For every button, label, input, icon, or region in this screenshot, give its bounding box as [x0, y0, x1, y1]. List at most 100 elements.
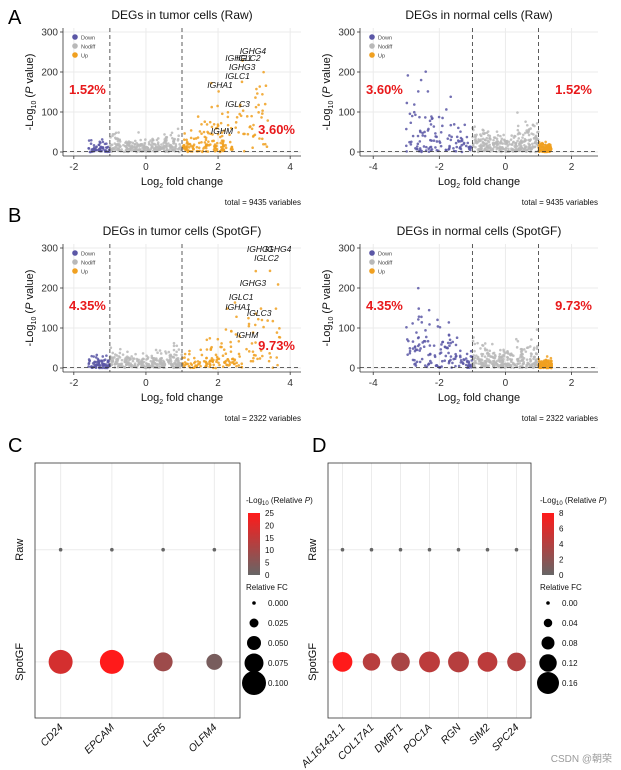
scatter-point: [500, 146, 504, 150]
scatter-point: [527, 362, 530, 366]
scatter-point: [419, 347, 422, 350]
scatter-point: [176, 359, 180, 362]
scatter-point: [246, 132, 250, 136]
panel-letter-a: A: [8, 7, 22, 29]
scatter-point: [183, 352, 187, 356]
scatter-point: [493, 356, 497, 360]
panel-letter-c: C: [8, 435, 22, 457]
scatter-point: [117, 144, 120, 147]
scatter-point: [230, 330, 233, 333]
scatter-point: [221, 144, 225, 148]
scatter-point: [428, 353, 432, 356]
scatter-point: [220, 148, 223, 152]
scatter-point: [212, 363, 215, 367]
scatter-point: [145, 150, 148, 153]
y-tick-label: 100: [41, 108, 58, 119]
scatter-point: [134, 352, 137, 356]
scatter-point: [235, 361, 238, 365]
dot-spotgf: [419, 651, 440, 673]
scatter-point: [536, 130, 540, 134]
color-tick-label: 10: [265, 546, 274, 555]
scatter-point: [192, 143, 196, 146]
color-tick-label: 0: [265, 571, 270, 580]
scatter-point: [240, 80, 244, 84]
scatter-point: [495, 145, 498, 149]
y-axis-label: -Log10 (P value): [321, 54, 335, 131]
scatter-point: [196, 115, 200, 118]
scatter-point: [250, 342, 254, 345]
scatter-point: [455, 145, 459, 149]
scatter-point: [518, 144, 521, 147]
scatter-point: [469, 349, 473, 353]
scatter-point: [411, 340, 415, 343]
color-tick-label: 6: [559, 525, 564, 534]
scatter-point: [222, 348, 226, 351]
scatter-point: [424, 329, 427, 332]
dot-raw: [212, 547, 217, 552]
scatter-point: [524, 138, 528, 142]
scatter-point: [456, 139, 460, 142]
scatter-point: [535, 137, 538, 141]
scatter-point: [175, 353, 178, 357]
dot-spotgf: [153, 652, 173, 672]
scatter-point: [222, 129, 226, 132]
scatter-point: [267, 359, 271, 363]
scatter-point: [530, 338, 533, 341]
scatter-point: [496, 143, 500, 146]
scatter-point: [178, 146, 181, 150]
scatter-point: [271, 319, 275, 323]
size-legend-dot: [249, 618, 259, 628]
scatter-point: [250, 127, 254, 131]
color-tick-label: 20: [265, 521, 274, 530]
scatter-point: [177, 361, 181, 364]
chart-title: DEGs in tumor cells (SpotGF): [103, 224, 262, 238]
scatter-point: [413, 349, 417, 353]
scatter-point: [443, 359, 447, 362]
scatter-point: [110, 143, 114, 147]
scatter-point: [416, 134, 420, 138]
dot-spotgf: [332, 652, 353, 672]
scatter-point: [452, 123, 456, 126]
scatter-point: [417, 318, 420, 321]
y-tick-label: 100: [338, 108, 355, 119]
scatter-point: [235, 315, 238, 319]
y-tick-label: 300: [41, 28, 58, 39]
scatter-point: [436, 325, 440, 328]
scatter-point: [435, 148, 439, 152]
scatter-point: [454, 364, 457, 368]
scatter-point: [524, 366, 528, 369]
scatter-point: [111, 351, 115, 355]
scatter-point: [203, 135, 207, 139]
scatter-point: [546, 365, 550, 369]
scatter-point: [208, 362, 212, 366]
scatter-point: [451, 340, 455, 344]
scatter-point: [532, 357, 535, 361]
scatter-point: [262, 142, 265, 146]
scatter-point: [409, 121, 413, 125]
scatter-point: [471, 339, 475, 343]
pct-down-label: 4.35%: [69, 298, 106, 313]
scatter-point: [489, 355, 492, 358]
scatter-point: [124, 360, 128, 364]
scatter-point: [266, 119, 270, 122]
scatter-point: [460, 150, 464, 154]
scatter-point: [405, 101, 409, 105]
scatter-point: [133, 142, 137, 146]
gene-label: IGHM: [236, 330, 259, 340]
scatter-point: [521, 136, 524, 139]
scatter-point: [405, 326, 408, 329]
scatter-point: [202, 130, 206, 134]
dot-raw: [110, 547, 114, 552]
scatter-point: [540, 148, 544, 151]
scatter-point: [203, 141, 207, 144]
scatter-point: [189, 362, 193, 365]
scatter-point: [444, 354, 448, 358]
scatter-point: [162, 146, 166, 149]
scatter-point: [515, 337, 518, 341]
scatter-point: [446, 137, 450, 140]
scatter-point: [258, 357, 262, 360]
scatter-point: [512, 354, 515, 357]
scatter-point: [117, 364, 120, 368]
scatter-point: [472, 336, 475, 339]
